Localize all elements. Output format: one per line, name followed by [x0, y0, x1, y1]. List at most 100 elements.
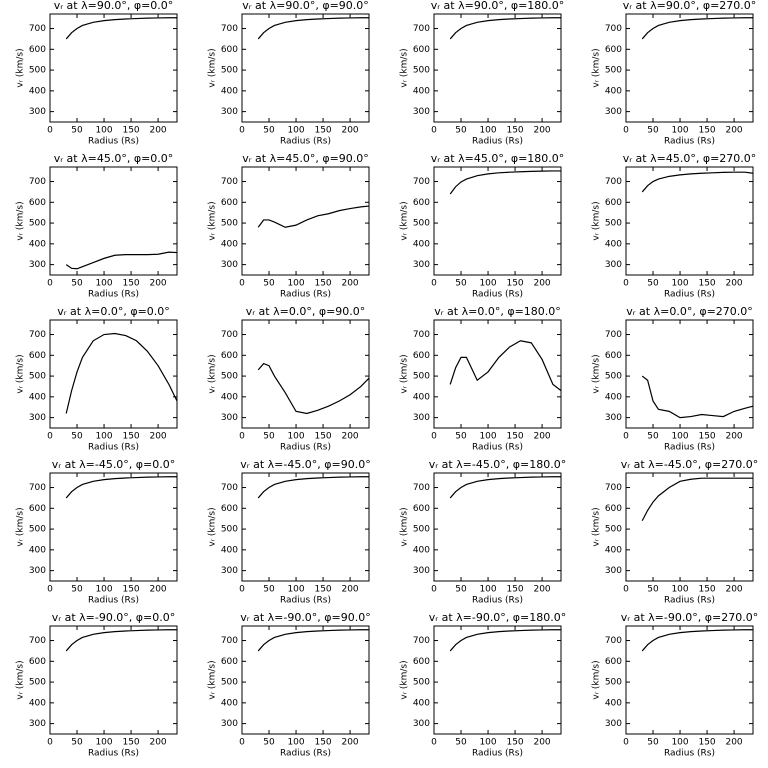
- y-tick-label: 500: [29, 66, 46, 76]
- data-line: [257, 17, 369, 40]
- x-tick-label: 150: [122, 279, 139, 289]
- panel-title: vᵣ at λ=45.0°, φ=90.0°: [242, 152, 369, 165]
- panel: vᵣ at λ=45.0°, φ=270.0° 0 50 100 150 200 300 40…: [592, 152, 757, 300]
- y-tick-label: 700: [605, 636, 622, 646]
- y-tick-label: 500: [413, 525, 430, 535]
- x-axis-label: Radius (Rs): [472, 596, 523, 606]
- x-tick-label: 150: [698, 279, 715, 289]
- y-tick-label: 600: [29, 504, 46, 514]
- y-tick-label: 600: [29, 351, 46, 361]
- y-tick-label: 300: [605, 413, 622, 423]
- y-tick-label: 300: [413, 719, 430, 729]
- y-tick-label: 700: [413, 636, 430, 646]
- panel: vᵣ at λ=0.0°, φ=270.0° 0 50 100 150 200 300 400…: [592, 305, 754, 453]
- y-tick-label: 300: [413, 260, 430, 270]
- y-tick-label: 400: [413, 86, 430, 96]
- x-axis-label: Radius (Rs): [472, 290, 523, 300]
- data-line: [449, 17, 561, 40]
- x-axis-label: Radius (Rs): [280, 290, 331, 300]
- x-tick-label: 150: [314, 279, 331, 289]
- x-tick-label: 100: [287, 585, 304, 595]
- y-axis-label: vᵣ (km/s): [208, 660, 218, 699]
- y-tick-label: 500: [413, 372, 430, 382]
- panel: vᵣ at λ=45.0°, φ=90.0° 0 50 100 150 200 300 400…: [208, 152, 370, 300]
- x-tick-label: 150: [506, 432, 523, 442]
- y-tick-label: 300: [605, 566, 622, 576]
- panel-title: vᵣ at λ=0.0°, φ=90.0°: [246, 305, 366, 318]
- x-tick-label: 0: [431, 126, 437, 136]
- x-tick-label: 100: [671, 126, 688, 136]
- x-tick-label: 150: [122, 738, 139, 748]
- axes-frame: [241, 472, 370, 582]
- panel-title: vᵣ at λ=-45.0°, φ=90.0°: [240, 458, 371, 471]
- x-tick-label: 100: [671, 585, 688, 595]
- x-axis-label: Radius (Rs): [472, 137, 523, 147]
- x-tick-label: 200: [341, 126, 358, 136]
- y-axis-label: vᵣ (km/s): [208, 507, 218, 546]
- x-tick-label: 50: [647, 585, 659, 595]
- x-tick-label: 0: [239, 126, 245, 136]
- x-tick-label: 50: [71, 126, 83, 136]
- y-tick-label: 700: [221, 330, 238, 340]
- y-tick-label: 400: [413, 392, 430, 402]
- x-axis-label: Radius (Rs): [280, 596, 331, 606]
- x-tick-label: 50: [647, 126, 659, 136]
- y-axis-label: vᵣ (km/s): [592, 354, 602, 393]
- x-tick-label: 200: [149, 738, 166, 748]
- panel-title: vᵣ at λ=45.0°, φ=180.0°: [431, 152, 565, 165]
- x-tick-label: 150: [122, 126, 139, 136]
- x-tick-label: 0: [431, 585, 437, 595]
- x-tick-label: 200: [533, 126, 550, 136]
- panel-title: vᵣ at λ=-90.0°, φ=0.0°: [52, 611, 176, 624]
- x-tick-label: 50: [71, 279, 83, 289]
- y-tick-label: 400: [29, 239, 46, 249]
- x-tick-label: 100: [95, 585, 112, 595]
- x-tick-label: 50: [263, 279, 275, 289]
- y-tick-label: 500: [29, 678, 46, 688]
- y-tick-label: 400: [221, 239, 238, 249]
- data-line: [65, 251, 178, 270]
- x-axis-label: Radius (Rs): [88, 443, 139, 453]
- y-tick-label: 700: [221, 24, 238, 34]
- x-tick-label: 200: [149, 432, 166, 442]
- y-tick-label: 600: [221, 198, 238, 208]
- axes-frame: [241, 625, 370, 735]
- x-axis-label: Radius (Rs): [664, 596, 715, 606]
- data-line: [257, 629, 369, 652]
- x-tick-label: 200: [149, 126, 166, 136]
- panel: vᵣ at λ=-90.0°, φ=0.0° 0 50 100 150 200 300 400…: [16, 611, 178, 759]
- y-tick-label: 500: [413, 219, 430, 229]
- y-tick-label: 700: [29, 24, 46, 34]
- panel-title: vᵣ at λ=-45.0°, φ=270.0°: [621, 458, 759, 471]
- x-tick-label: 200: [341, 279, 358, 289]
- y-tick-label: 300: [605, 260, 622, 270]
- x-tick-label: 100: [671, 279, 688, 289]
- data-line: [65, 476, 177, 499]
- x-axis-label: Radius (Rs): [472, 749, 523, 759]
- y-tick-label: 400: [29, 392, 46, 402]
- x-tick-label: 50: [455, 279, 467, 289]
- y-tick-label: 600: [221, 657, 238, 667]
- y-tick-label: 700: [221, 483, 238, 493]
- x-tick-label: 50: [455, 126, 467, 136]
- x-tick-label: 50: [263, 585, 275, 595]
- y-tick-label: 700: [605, 330, 622, 340]
- y-tick-label: 500: [221, 678, 238, 688]
- y-axis-label: vᵣ (km/s): [16, 354, 26, 393]
- y-tick-label: 600: [29, 45, 46, 55]
- panel-title: vᵣ at λ=90.0°, φ=90.0°: [242, 0, 369, 12]
- x-axis-label: Radius (Rs): [88, 596, 139, 606]
- y-tick-label: 700: [605, 177, 622, 187]
- data-line: [449, 340, 562, 392]
- x-tick-label: 150: [122, 585, 139, 595]
- x-tick-label: 200: [725, 738, 742, 748]
- x-tick-label: 100: [95, 432, 112, 442]
- x-tick-label: 200: [533, 279, 550, 289]
- axes-frame: [241, 166, 370, 276]
- panel-title: vᵣ at λ=45.0°, φ=0.0°: [54, 152, 174, 165]
- y-axis-label: vᵣ (km/s): [16, 660, 26, 699]
- data-line: [65, 332, 178, 414]
- panel-title: vᵣ at λ=-90.0°, φ=90.0°: [240, 611, 371, 624]
- y-axis-label: vᵣ (km/s): [16, 48, 26, 87]
- panel-title: vᵣ at λ=0.0°, φ=180.0°: [434, 305, 561, 318]
